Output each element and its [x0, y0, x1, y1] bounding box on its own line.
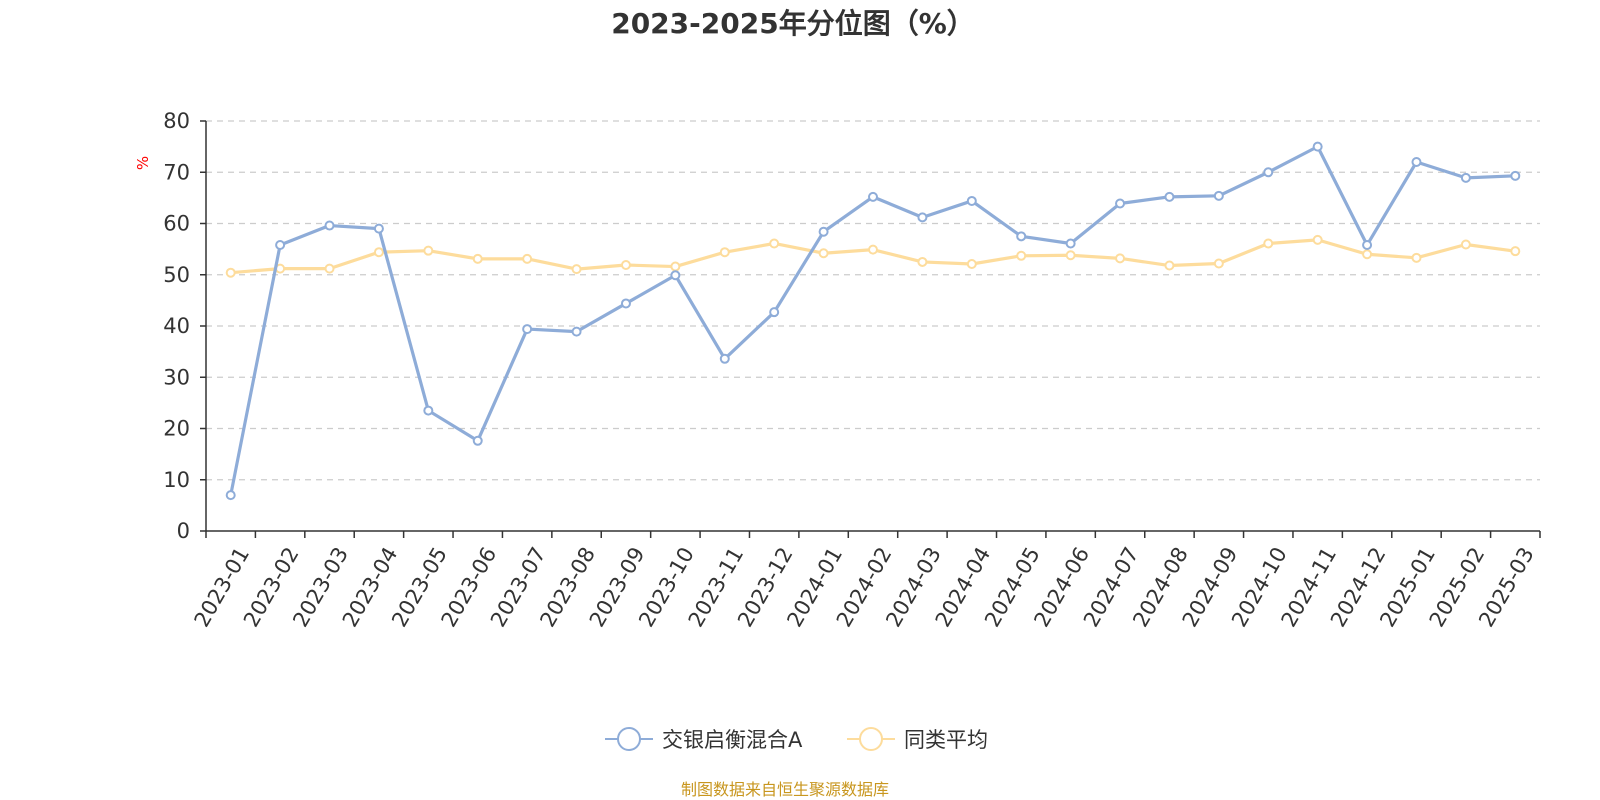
chart-title: 2023-2025年分位图（%）	[611, 7, 975, 40]
y-tick-label: 30	[163, 365, 190, 389]
data-point	[522, 324, 533, 335]
data-point	[818, 248, 829, 259]
series-lines	[225, 141, 1521, 501]
data-point	[571, 326, 582, 337]
legend-marker-icon	[617, 727, 641, 751]
data-point	[966, 258, 977, 269]
data-point	[571, 264, 582, 275]
legend[interactable]: 交银启衡混合A 同类平均	[605, 727, 988, 752]
data-point	[1213, 258, 1224, 269]
data-point	[472, 435, 483, 446]
grid-lines	[206, 120, 1540, 481]
data-point	[1213, 190, 1224, 201]
data-point	[1263, 167, 1274, 178]
data-point	[275, 240, 286, 251]
legend-label: 交银启衡混合A	[662, 728, 803, 752]
data-point	[373, 223, 384, 234]
data-point	[1065, 238, 1076, 249]
y-tick-label: 0	[177, 519, 190, 543]
data-point	[1460, 172, 1471, 183]
data-point	[670, 261, 681, 272]
data-point	[1164, 191, 1175, 202]
data-point	[1411, 252, 1422, 263]
data-point	[1362, 240, 1373, 251]
axes: 010203040506070802023-012023-022023-0320…	[163, 109, 1541, 631]
legend-marker-icon	[859, 727, 883, 751]
data-point	[1115, 253, 1126, 264]
data-point	[423, 245, 434, 256]
y-tick-label: 10	[163, 468, 190, 492]
data-point	[620, 298, 631, 309]
data-point	[1115, 198, 1126, 209]
y-tick-label: 20	[163, 417, 190, 441]
data-point	[1510, 246, 1521, 257]
legend-label: 同类平均	[904, 728, 988, 752]
data-point	[324, 263, 335, 274]
y-tick-label: 70	[163, 160, 190, 184]
y-tick-label: 40	[163, 314, 190, 338]
y-tick-label: 60	[163, 212, 190, 236]
data-point	[769, 307, 780, 318]
data-point	[373, 247, 384, 258]
data-point	[620, 260, 631, 271]
data-point	[522, 253, 533, 264]
data-point	[1065, 250, 1076, 261]
data-point	[1016, 231, 1027, 242]
data-point	[1312, 141, 1323, 152]
data-point	[1263, 238, 1274, 249]
data-point	[818, 226, 829, 237]
data-point	[868, 191, 878, 202]
data-point	[423, 405, 434, 416]
source-note: 制图数据来自恒生聚源数据库	[681, 780, 889, 799]
data-point	[225, 267, 236, 278]
data-point	[472, 253, 483, 264]
data-point	[1016, 250, 1027, 261]
data-point	[868, 244, 878, 255]
data-point	[1510, 170, 1521, 181]
legend-item[interactable]: 交银启衡混合A	[605, 727, 803, 752]
data-point	[1411, 157, 1422, 167]
data-point	[719, 247, 730, 258]
data-point	[719, 353, 730, 364]
y-tick-label: 80	[163, 109, 190, 133]
data-point	[917, 256, 928, 267]
data-point	[225, 490, 236, 501]
y-tick-label: 50	[163, 263, 190, 287]
data-point	[1312, 234, 1323, 245]
data-point	[917, 212, 928, 223]
legend-item[interactable]: 同类平均	[847, 727, 988, 752]
data-point	[324, 220, 335, 231]
y-axis-unit: %	[134, 156, 152, 170]
data-point	[1362, 249, 1373, 260]
data-point	[966, 195, 977, 206]
data-point	[769, 238, 780, 249]
data-point	[670, 270, 681, 281]
data-point	[1164, 260, 1175, 271]
data-point	[1460, 239, 1471, 250]
